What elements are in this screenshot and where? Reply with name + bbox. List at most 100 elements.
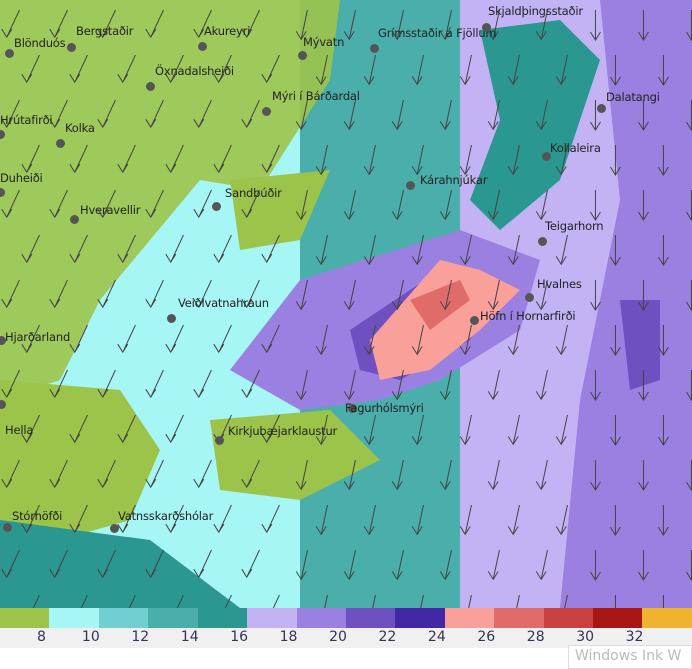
wind-arrow-icon [117,144,136,174]
wind-arrow-icon [315,504,328,536]
weather-map[interactable]: Blönduós Bergstaðir Akureyri Mývatn Grímssta… [0,0,692,626]
legend-tick-label: 10 [81,629,100,645]
wind-arrow-icon [658,325,669,356]
wind-arrow-icon [507,414,520,446]
wind-arrow-icon [507,144,520,176]
wind-arrow-icon [97,279,116,309]
wind-arrow-icon [193,189,212,219]
wind-arrow-icon [97,189,116,219]
wind-arrow-icon [1,99,20,129]
wind-arrow-icon [117,324,136,354]
wind-arrow-icon [459,234,472,266]
wind-arrow-icon [555,54,568,86]
legend-swatch [444,608,495,628]
legend-tick-label: 32 [625,629,644,645]
wind-arrow-icon [21,414,40,444]
place-label: Hvalnes [537,277,582,291]
place-label: Höfn í Hornarfirði [480,309,576,323]
wind-arrow-icon [21,234,40,264]
wind-arrow-icon [363,54,376,86]
wind-arrow-icon [343,549,356,581]
wind-arrow-icon [69,54,88,84]
place-marker [67,43,76,52]
wind-arrow-icon [343,99,356,131]
wind-arrow-icon [261,144,280,174]
wind-arrow-icon [69,324,88,354]
place-marker [482,23,491,32]
wind-arrow-icon [165,234,184,264]
wind-arrow-icon [1,549,20,579]
wind-arrow-icon [213,144,232,174]
place-marker [0,400,6,409]
place-label: Mývatn [303,35,345,49]
wind-arrow-icon [658,55,669,86]
place-label: Öxnadalsheiði [155,64,234,78]
legend-tick-label: 14 [180,629,199,645]
wind-arrow-icon [261,504,280,534]
wind-arrow-icon [363,324,376,356]
wind-arrow-icon [686,460,692,491]
wind-arrow-icon [535,189,548,221]
wind-arrow-icon [343,459,356,491]
wind-arrow-icon [610,325,621,356]
legend-tick-label: 16 [230,629,249,645]
wind-arrow-icon [391,189,404,221]
wind-arrow-icon [165,414,184,444]
wind-arrow-icon [535,549,548,581]
wind-arrow-icon [241,369,260,399]
wind-arrow-icon [638,460,649,491]
wind-arrow-icon [241,549,260,579]
legend-tick-label: 26 [477,629,496,645]
place-label: Mýri í Bárðardal [272,89,360,103]
wind-arrow-icon [117,234,136,264]
wind-arrow-icon [343,189,356,221]
wind-arrow-icon [411,324,424,356]
legend-ticks: 8 10 12 14 16 18 20 22 24 26 28 30 32 [0,628,692,648]
wind-arrow-icon [213,324,232,354]
place-label: Hjarðarland [5,330,71,344]
wind-arrow-icon [507,234,520,266]
place-marker [167,314,176,323]
place-marker [597,104,606,113]
wind-arrow-icon [145,9,164,39]
wind-arrow-icon [391,9,404,41]
legend-swatch [494,608,544,628]
wind-arrow-icon [459,504,472,536]
place-marker [110,524,119,533]
windows-ink-overlay[interactable]: Windows Ink W [568,645,692,669]
wind-arrow-icon [638,190,649,221]
place-marker [0,130,5,139]
wind-arrow-icon [638,10,649,41]
wind-arrow-icon [193,369,212,399]
place-marker [215,436,224,445]
wind-arrow-icon [487,459,500,491]
wind-arrow-icon [295,369,308,401]
wind-arrow-icon [487,279,500,311]
place-marker [70,215,79,224]
wind-arrow-icon [193,459,212,489]
wind-arrow-icon [507,324,520,356]
wind-arrow-icon [658,235,669,266]
wind-arrow-icon [363,144,376,176]
wind-arrow-icon [21,504,40,534]
wind-arrow-icon [117,54,136,84]
wind-arrow-icon [459,144,472,176]
wind-arrow-icon [411,234,424,266]
wind-arrow-icon [610,235,621,266]
place-label: Stórhöfði [12,509,63,523]
wind-arrow-icon [487,549,500,581]
wind-arrow-icon [213,234,232,264]
wind-arrow-icon [49,369,68,399]
place-label: Kolka [65,121,95,135]
place-marker [542,152,551,161]
wind-arrow-icon [49,99,68,129]
wind-arrow-icon [590,100,601,131]
place-label: Blönduós [14,36,66,50]
wind-arrow-icon [610,145,621,176]
wind-arrow-icon [507,504,520,536]
wind-arrow-icon [49,279,68,309]
legend-swatch [593,608,643,628]
place-marker [538,237,547,246]
wind-arrow-icon [97,9,116,39]
place-marker [0,336,6,345]
